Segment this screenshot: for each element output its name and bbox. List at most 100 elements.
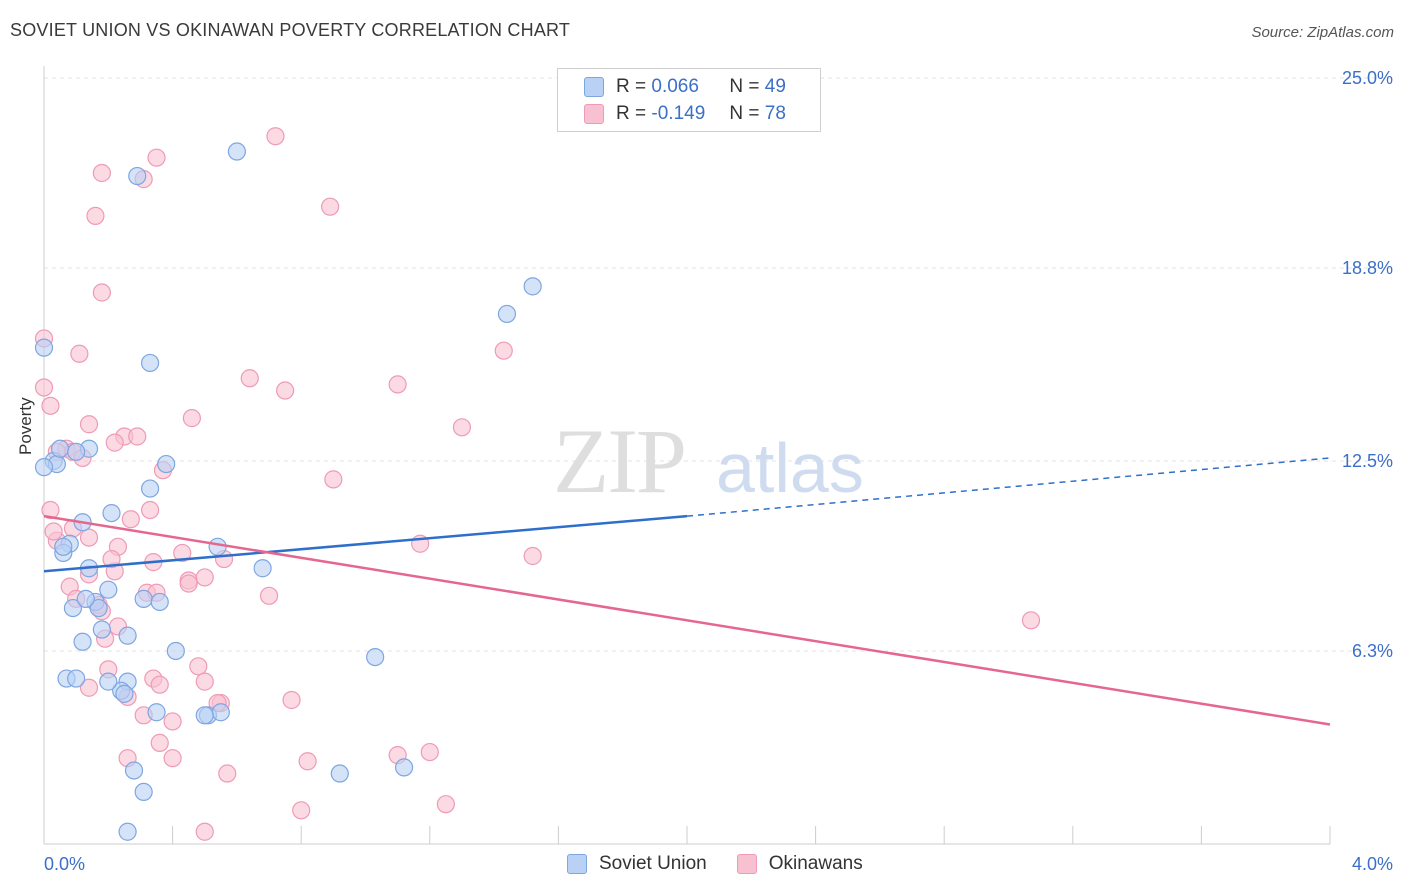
okinawans-point <box>140 500 160 520</box>
soviet-union-point <box>128 166 147 186</box>
okinawans-point <box>388 375 407 394</box>
soviet-union-point <box>124 761 144 780</box>
x-tick-label-max: 4.0% <box>1352 854 1393 874</box>
soviet-union-point <box>99 580 118 599</box>
soviet-union-point <box>99 672 118 691</box>
soviet-union-point <box>150 592 169 612</box>
watermark-zip: ZIP <box>553 410 685 512</box>
r-value: 0.066 <box>651 76 699 97</box>
soviet-union-point <box>118 822 137 841</box>
okinawans-point <box>276 381 295 400</box>
okinawans-trend-line <box>43 514 1331 726</box>
okinawans-point <box>189 657 208 676</box>
soviet-union-point <box>50 439 70 458</box>
okinawans-point <box>240 369 259 388</box>
okinawans-point <box>79 678 99 697</box>
r-value: -0.149 <box>651 103 706 124</box>
soviet-union-point <box>115 684 134 703</box>
okinawans-point <box>105 433 124 452</box>
soviet-union-trend-extension <box>686 457 1331 517</box>
okinawans-point <box>420 742 439 762</box>
soviet-union-point <box>73 632 92 651</box>
n-value: 49 <box>764 76 786 97</box>
okinawans-point <box>195 672 214 691</box>
chart-title: SOVIET UNION VS OKINAWAN POVERTY CORRELA… <box>10 20 571 40</box>
soviet-union-point <box>366 647 385 667</box>
okinawans-point <box>79 415 99 434</box>
okinawans-point <box>523 546 542 566</box>
stats-legend: R = 0.066 N = 49 R = -0.149 N = 78 <box>557 68 821 132</box>
okinawans-point <box>79 528 99 547</box>
okinawans-point <box>292 801 311 820</box>
soviet-union-point <box>227 142 246 161</box>
soviet-union-point <box>157 454 176 474</box>
soviet-union-point <box>166 641 185 661</box>
okinawans-point <box>266 127 285 146</box>
soviet-union-point <box>523 277 542 296</box>
okinawans-point <box>1021 611 1041 630</box>
okinawans-point <box>163 712 182 731</box>
soviet-union-point <box>497 304 517 324</box>
okinawans-legend-swatch <box>736 854 757 874</box>
okinawans-point <box>150 675 169 694</box>
okinawans-point <box>195 568 214 587</box>
soviet-union-point <box>253 559 272 578</box>
n-label: N = <box>729 103 760 124</box>
soviet-union-point <box>89 598 108 618</box>
okinawans-point <box>163 749 182 768</box>
source-label: Source: ZipAtlas.com <box>1251 24 1394 41</box>
soviet-union-point <box>208 537 227 556</box>
okinawans-point <box>324 470 343 489</box>
okinawans-point <box>218 764 237 783</box>
soviet-union-point <box>34 458 54 477</box>
okinawans-point <box>70 344 89 363</box>
y-tick-label: 6.3% <box>1352 641 1393 661</box>
okinawans-point <box>452 418 472 437</box>
okinawans-point <box>195 822 214 841</box>
okinawans-point <box>41 396 60 415</box>
soviet-union-point <box>34 338 54 357</box>
r-label: R = <box>616 103 647 124</box>
soviet-union-point <box>195 706 214 725</box>
okinawans-point <box>436 795 455 814</box>
soviet-union-point <box>140 353 160 373</box>
soviet-union-point <box>134 589 153 608</box>
okinawans-points <box>34 127 1041 841</box>
soviet-union-trend-line <box>43 514 688 573</box>
okinawans-point <box>92 163 111 183</box>
soviet-union-swatch <box>584 77 604 97</box>
soviet-union-legend-label: Soviet Union <box>599 853 707 874</box>
okinawans-point <box>128 427 147 446</box>
n-value: 78 <box>764 103 786 124</box>
y-tick-label: 25.0% <box>1342 68 1393 88</box>
okinawans-point <box>321 197 340 216</box>
series-legend: Soviet Union Okinawans <box>567 853 863 875</box>
legend-row-soviet-union: R = 0.066 N = 49 <box>584 75 786 99</box>
soviet-union-point <box>67 669 86 688</box>
okinawans-point <box>259 586 279 605</box>
okinawans-point <box>150 733 169 752</box>
okinawans-point <box>41 500 60 520</box>
soviet-union-point <box>67 442 86 461</box>
okinawans-point <box>173 543 192 563</box>
soviet-union-point <box>147 703 166 722</box>
soviet-union-point <box>394 758 414 777</box>
okinawans-point <box>121 510 140 529</box>
okinawans-point <box>44 522 63 541</box>
legend-row-okinawans: R = -0.149 N = 78 <box>584 102 786 126</box>
okinawans-point <box>92 283 111 302</box>
n-label: N = <box>729 76 760 97</box>
soviet-union-legend-swatch <box>567 854 587 874</box>
soviet-union-point <box>63 598 83 618</box>
okinawans-point <box>298 752 317 771</box>
okinawans-point <box>147 148 166 167</box>
okinawans-point <box>494 341 513 360</box>
okinawans-point <box>86 206 105 225</box>
trend-lines <box>43 457 1331 726</box>
soviet-union-point <box>102 503 121 523</box>
soviet-union-point <box>92 620 111 639</box>
okinawans-point <box>34 378 54 397</box>
okinawans-point <box>102 549 121 569</box>
soviet-union-point <box>211 703 230 722</box>
